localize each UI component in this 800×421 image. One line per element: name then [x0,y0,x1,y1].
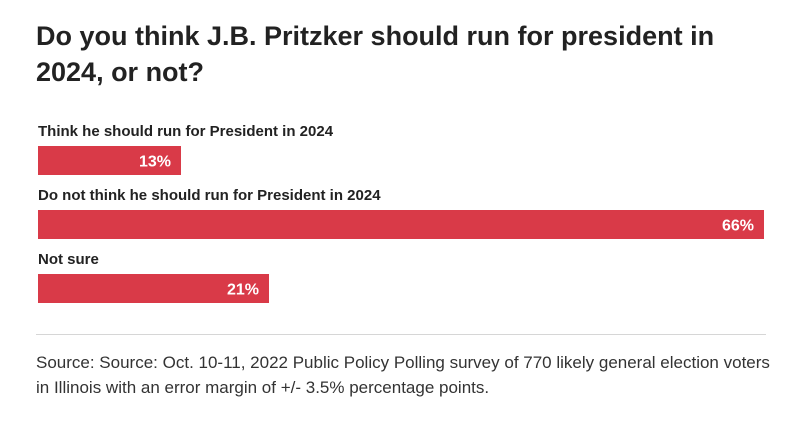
bar [38,146,181,175]
bar-value-label: 13% [139,154,171,171]
category-label: Think he should run for President in 202… [38,123,334,140]
bar [38,274,269,303]
category-label: Not sure [38,251,99,268]
bar-value-label: 66% [722,218,754,235]
category-label: Do not think he should run for President… [38,187,381,204]
chart-title: Do you think J.B. Pritzker should run fo… [36,21,715,87]
source-note: Source: Source: Oct. 10-11, 2022 Public … [36,353,770,397]
bar-value-label: 21% [227,282,259,299]
divider [36,334,766,335]
bar-chart: Think he should run for President in 202… [38,123,764,303]
bar [38,210,764,239]
